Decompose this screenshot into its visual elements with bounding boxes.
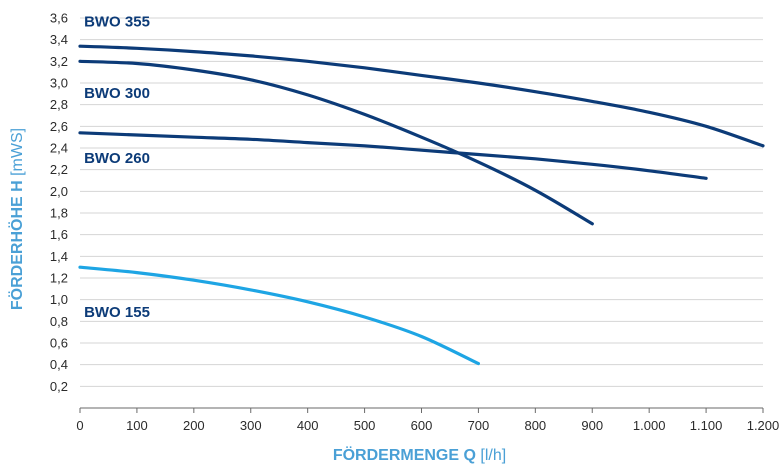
y-axis-title-main: FÖRDERHÖHE H [7,180,26,310]
y-tick-label: 2,2 [50,162,68,177]
x-tick-label: 300 [240,418,262,433]
y-tick-label: 1,2 [50,271,68,286]
series-line-bwo-155 [78,265,480,366]
x-tick-label: 200 [183,418,205,433]
y-tick-label: 2,8 [50,97,68,112]
x-tick-label: 900 [581,418,603,433]
y-tick-label: 0,6 [50,336,68,351]
y-tick-labels: 0,2 0,4 0,6 0,8 1,0 1,2 1,4 1,6 1,8 2,0 2,2 2,4 2,6 2… [50,11,68,394]
series-label-bwo-260: BWO 260 [84,150,150,167]
y-tick-label: 1,4 [50,249,68,264]
x-tick-label: 700 [468,418,490,433]
series-label-bwo-355: BWO 355 [84,14,150,31]
y-tick-label: 3,2 [50,54,68,69]
x-tick-label: 1.000 [633,418,666,433]
x-tick-label: 1.200 [747,418,780,433]
x-tick-label: 400 [297,418,319,433]
y-tick-label: 0,4 [50,357,68,372]
x-tick-label: 500 [354,418,376,433]
y-tick-label: 3,4 [50,32,68,47]
y-tick-label: 2,6 [50,119,68,134]
y-tick-label: 3,0 [50,76,68,91]
series-line-bwo-260 [78,131,708,180]
series-line-bwo-300 [78,59,594,226]
x-tick-label: 800 [524,418,546,433]
x-tick-label: 600 [411,418,433,433]
y-tick-label: 3,6 [50,11,68,26]
x-axis-title: FÖRDERMENGE Q [l/h] [333,445,506,464]
series-label-bwo-300: BWO 300 [84,85,150,102]
x-tick-label: 0 [76,418,83,433]
y-tick-label: 1,0 [50,292,68,307]
series-labels: BWO 355 BWO 300 BWO 260 BWO 155 [84,14,150,321]
y-tick-label: 1,6 [50,227,68,242]
y-tick-label: 0,2 [50,379,68,394]
y-tick-label: 2,4 [50,141,68,156]
series-line-bwo-355 [78,44,765,148]
y-axis-title: FÖRDERHÖHE H [mWS] [7,128,26,310]
x-tick-label: 1.100 [690,418,723,433]
series-label-bwo-155: BWO 155 [84,304,150,321]
y-tick-label: 1,8 [50,206,68,221]
x-axis-title-unit: [l/h] [480,447,506,464]
y-tick-label: 2,0 [50,184,68,199]
x-tick-label: 100 [126,418,148,433]
series-lines [78,44,765,366]
y-axis-title-unit: [mWS] [9,128,26,176]
x-axis-title-main: FÖRDERMENGE Q [333,445,476,464]
x-tick-labels: 0 100 200 300 400 500 600 700 800 900 1.000 1.100 1.… [76,408,779,433]
grid-lines [80,17,763,387]
y-tick-label: 0,8 [50,314,68,329]
